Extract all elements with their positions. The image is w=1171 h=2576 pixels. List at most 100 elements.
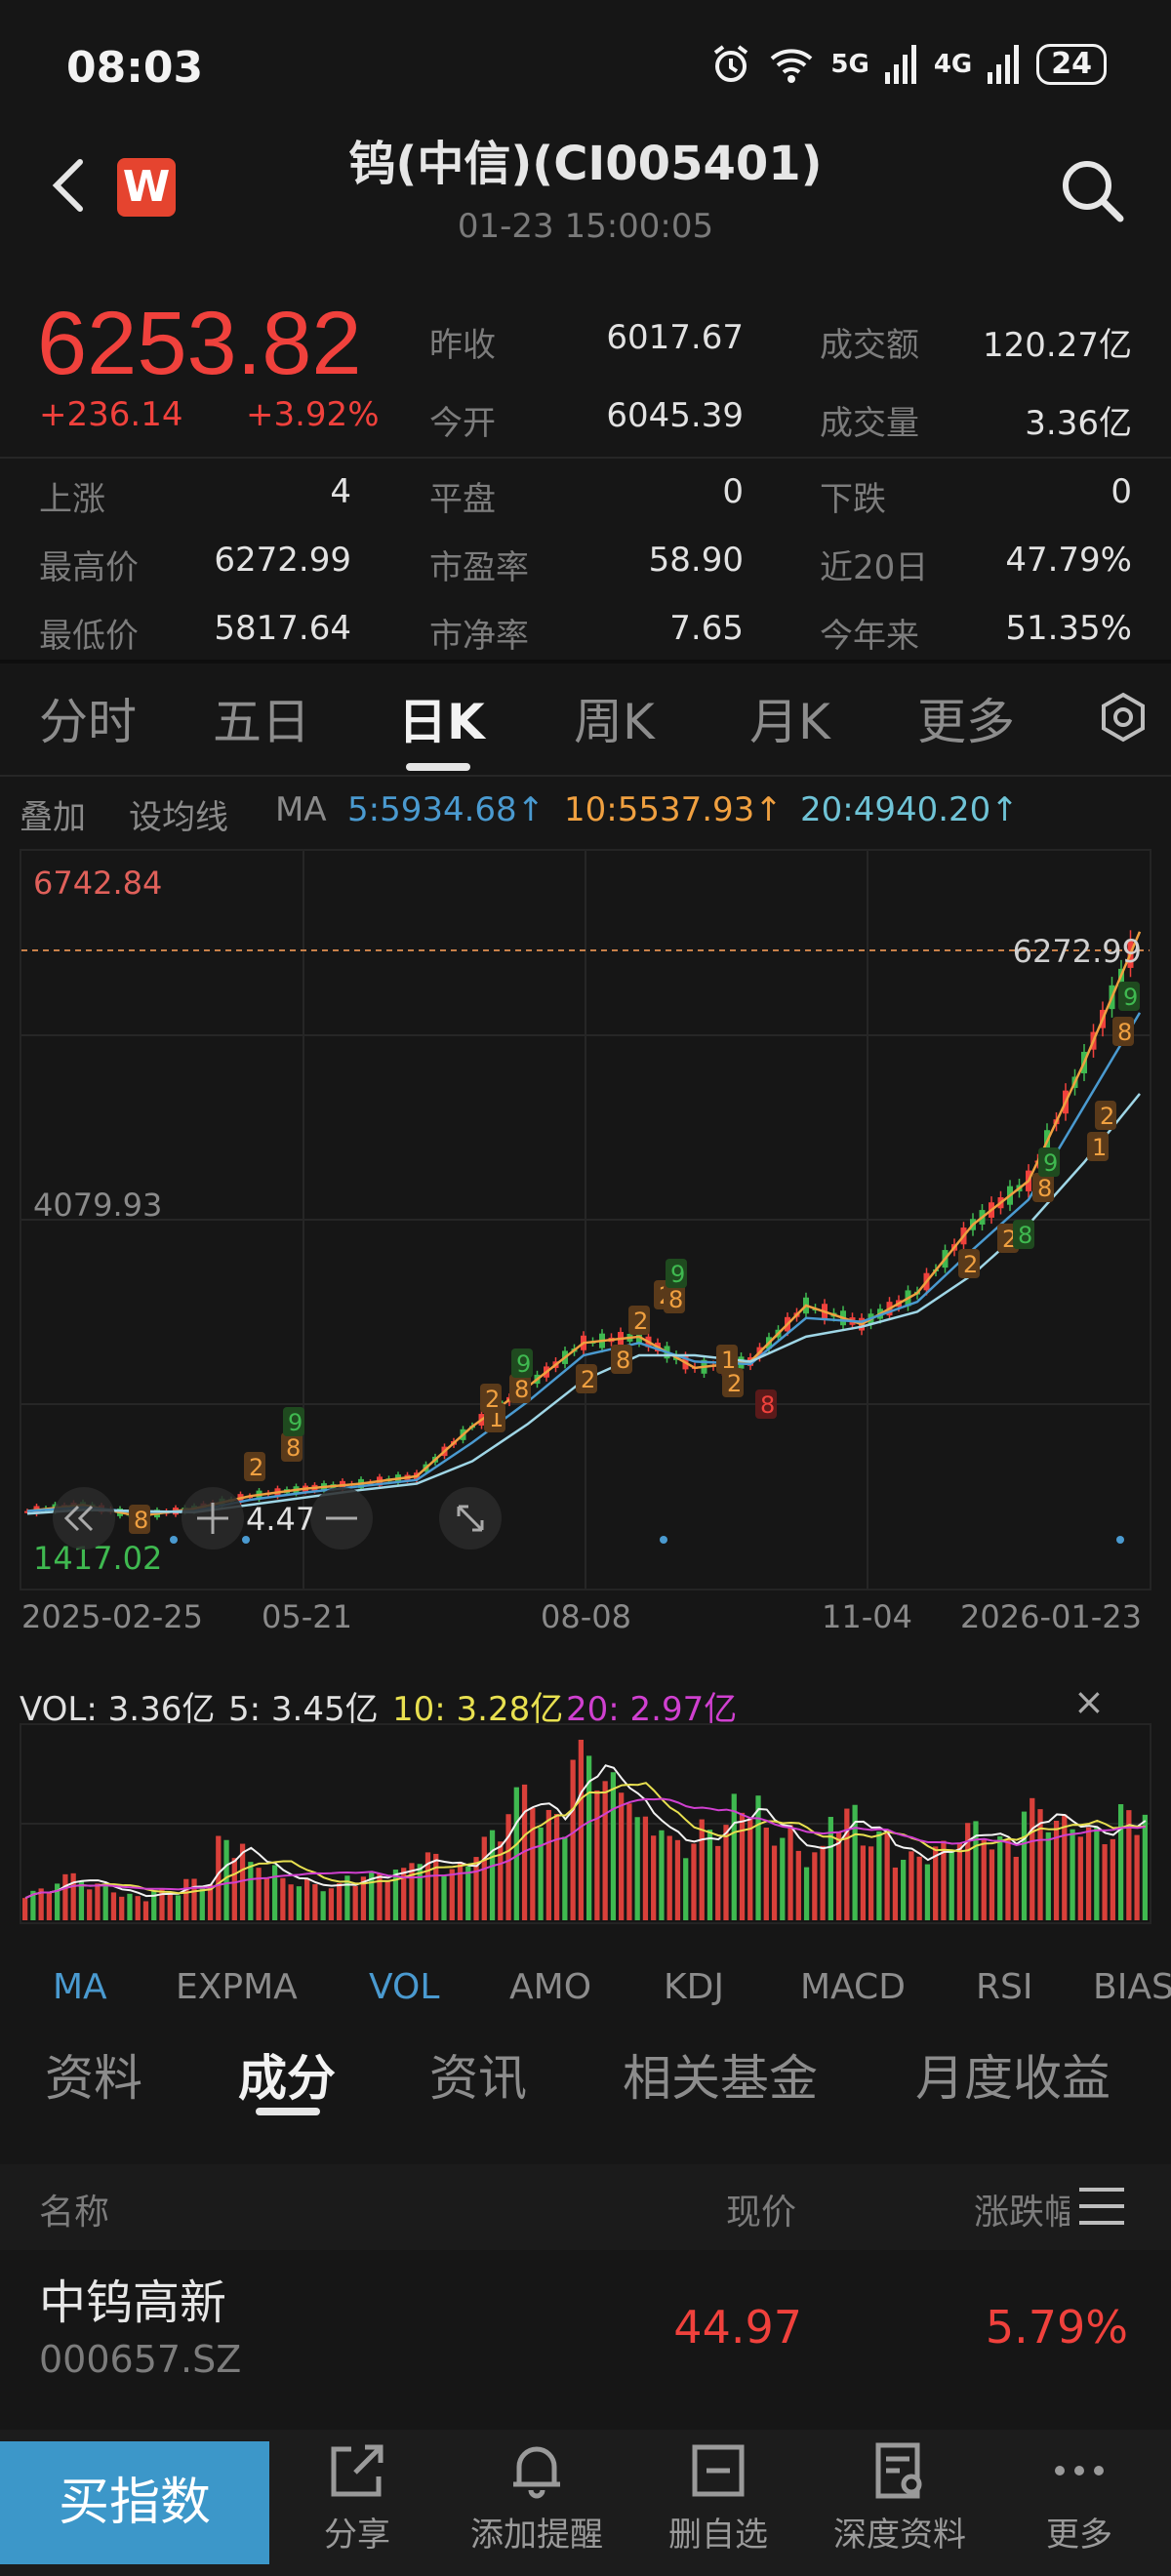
tab-ma[interactable]: MA [53, 1967, 107, 2007]
volume-ma-line-20 [24, 1797, 1147, 1900]
more-button[interactable]: 更多 [991, 2439, 1167, 2556]
volume-bar [424, 1852, 431, 1920]
high-label: 最高价 [39, 548, 139, 587]
tab-more[interactable]: 更多 [917, 694, 1015, 750]
pb-value: 7.65 [669, 609, 744, 648]
tab-expma[interactable]: EXPMA [176, 1967, 298, 2007]
volume-bar [659, 1830, 665, 1920]
volume-bar [1021, 1811, 1028, 1920]
volume-bar [337, 1883, 343, 1920]
tab-amo[interactable]: AMO [509, 1967, 592, 2007]
x-tick-1: 05-21 [262, 1598, 352, 1635]
research-button[interactable]: 深度资料 [812, 2439, 988, 2556]
down-value: 0 [1110, 472, 1132, 511]
tab-monthly-returns[interactable]: 月度收益 [915, 2050, 1110, 2107]
volume-bar [876, 1831, 882, 1920]
tab-macd[interactable]: MACD [800, 1967, 906, 2007]
volume-bar [634, 1817, 640, 1920]
tab-profile[interactable]: 资料 [45, 2050, 142, 2107]
volume-bar [642, 1816, 649, 1920]
volume-bar [1134, 1834, 1140, 1920]
svg-text:9: 9 [288, 1409, 303, 1436]
volume-bar [1094, 1827, 1100, 1920]
tab-bias[interactable]: BIAS [1093, 1967, 1171, 2007]
tab-rsi[interactable]: RSI [976, 1967, 1033, 2007]
volume-bar [30, 1890, 36, 1920]
back-icon[interactable] [49, 156, 88, 215]
tab-related-funds[interactable]: 相关基金 [623, 2050, 818, 2107]
col-pct[interactable]: 涨跌幅 [974, 2193, 1070, 2233]
tab-vol[interactable]: VOL [369, 1967, 440, 2007]
turnover-value: 120.27亿 [983, 326, 1132, 365]
col-name[interactable]: 名称 [39, 2193, 110, 2233]
volume-bar [763, 1828, 769, 1920]
volume-bar [38, 1888, 44, 1920]
volume-bar [820, 1845, 826, 1920]
scroll-left-button[interactable] [53, 1487, 115, 1550]
add-alert-button[interactable]: 添加提醒 [449, 2439, 625, 2556]
volume-bar [828, 1817, 833, 1920]
prev-close-value: 6017.67 [606, 318, 744, 357]
volume-bar [1053, 1820, 1060, 1920]
volume-bar [586, 1755, 592, 1920]
tab-five-day[interactable]: 五日 [213, 694, 310, 750]
gear-icon[interactable] [1097, 691, 1150, 744]
volume-bar [884, 1833, 890, 1920]
svg-text:8: 8 [1117, 1019, 1132, 1046]
research-label: 深度资料 [833, 2516, 966, 2555]
volume-bar [449, 1869, 455, 1920]
volume-bar [981, 1838, 987, 1920]
volume-bar [852, 1804, 858, 1920]
status-icons: 5G 4G 24 [709, 43, 1107, 86]
y-label-mid: 4079.93 [33, 1187, 162, 1224]
col-price[interactable]: 现价 [726, 2193, 797, 2233]
zoom-in-button[interactable] [182, 1487, 244, 1550]
tab-monthly-k[interactable]: 月K [749, 694, 830, 750]
volume-bar [473, 1857, 479, 1920]
volume-bar [594, 1790, 600, 1920]
volume-bar [55, 1883, 61, 1920]
volume-bar [860, 1845, 866, 1920]
svg-text:8: 8 [1037, 1175, 1052, 1202]
volume-bar [699, 1819, 705, 1920]
volume-close-icon[interactable]: × [1073, 1680, 1105, 1723]
flat-label: 平盘 [429, 480, 496, 519]
tab-weekly-k[interactable]: 周K [574, 694, 655, 750]
tab-kdj[interactable]: KDJ [664, 1967, 724, 2007]
tab-constituents[interactable]: 成分 [238, 2050, 336, 2107]
svg-text:8: 8 [1018, 1222, 1032, 1249]
page-title: 钨(中信)(CI005401) [348, 137, 823, 191]
svg-text:8: 8 [616, 1347, 630, 1374]
volume-bar [513, 1787, 519, 1920]
remove-watchlist-button[interactable]: 删自选 [630, 2439, 806, 2556]
volume-bar [570, 1759, 576, 1920]
volume-chart[interactable] [20, 1723, 1151, 1924]
menu-icon[interactable] [1077, 2182, 1126, 2231]
overlay-button[interactable]: 叠加 [20, 798, 86, 837]
volume-bar [691, 1843, 697, 1920]
volume-bar [377, 1872, 383, 1920]
down-label: 下跌 [820, 480, 886, 519]
tab-daily-k[interactable]: 日K [398, 694, 485, 750]
volume-bar [175, 1895, 182, 1920]
svg-text:8: 8 [668, 1286, 683, 1313]
search-icon[interactable] [1058, 156, 1126, 224]
open-value: 6045.39 [606, 396, 744, 435]
zoom-out-button[interactable] [310, 1487, 373, 1550]
volume-bar [965, 1823, 971, 1920]
kline-chart[interactable]: 8 2 8 9 1 2 8 9 2 8 2 2 8 9 1 2 8 2 2 8 … [20, 849, 1151, 1590]
fullscreen-icon[interactable] [439, 1487, 502, 1550]
volume-bar [127, 1893, 133, 1920]
tab-news[interactable]: 资讯 [429, 2050, 527, 2107]
timestamp: 01-23 15:00:05 [457, 207, 714, 246]
buy-index-button[interactable]: 买指数 [0, 2441, 269, 2564]
set-ma-button[interactable]: 设均线 [129, 798, 228, 837]
ma5-value: 5:5934.68↑ [347, 790, 545, 829]
volume-bar [755, 1795, 761, 1920]
open-label: 今开 [429, 404, 496, 443]
svg-text:8: 8 [760, 1391, 775, 1419]
share-button[interactable]: 分享 [269, 2439, 445, 2556]
svg-text:8: 8 [514, 1376, 529, 1403]
status-time: 08:03 [66, 43, 204, 93]
tab-intraday[interactable]: 分时 [39, 694, 137, 750]
